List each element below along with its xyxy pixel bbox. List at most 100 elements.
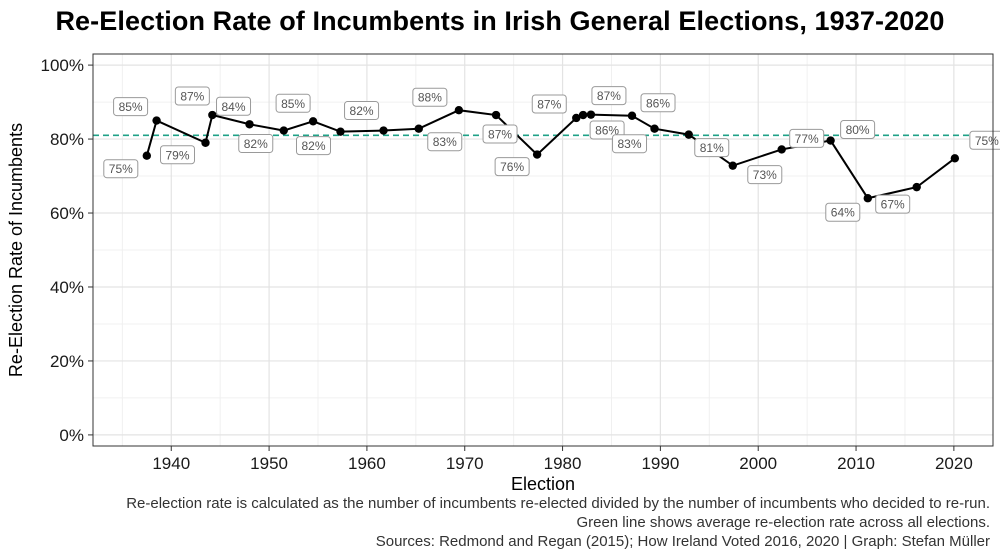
data-point [684, 130, 693, 139]
x-tick-label: 1970 [446, 454, 484, 473]
data-point [728, 161, 737, 170]
point-label: 82% [238, 134, 274, 154]
point-label: 87% [174, 86, 210, 106]
data-point [414, 124, 423, 133]
data-point [491, 110, 501, 120]
caption-definition: Re-election rate is calculated as the nu… [126, 495, 990, 512]
point-label-text: 87% [537, 97, 561, 111]
point-label-box [825, 202, 861, 222]
point-label-text: 86% [646, 96, 670, 110]
data-point [627, 111, 637, 120]
y-tick-label: 80% [50, 130, 84, 149]
x-tick-label: 2020 [935, 454, 973, 473]
data-point [152, 116, 161, 125]
point-label-text: 87% [597, 89, 621, 103]
point-label-text: 73% [753, 168, 777, 182]
point-label-text: 85% [281, 97, 305, 111]
point-label-text: 82% [301, 139, 325, 153]
point-label: 75% [103, 159, 139, 179]
data-point [454, 106, 464, 115]
x-tick-label: 1960 [348, 454, 386, 473]
x-tick-label: 1950 [250, 454, 288, 473]
point-label: 82% [344, 101, 380, 121]
y-tick-label: 100% [41, 56, 84, 75]
caption-average-note: Green line shows average re-election rat… [576, 514, 990, 531]
point-label: 86% [640, 93, 676, 113]
point-label: 85% [275, 93, 311, 113]
point-label: 75% [969, 130, 1000, 150]
data-point [142, 151, 152, 160]
point-label-text: 87% [488, 128, 512, 142]
point-label-text: 79% [165, 148, 189, 162]
point-label-box [160, 145, 195, 165]
point-label: 84% [216, 96, 252, 116]
point-label: 73% [747, 165, 783, 185]
data-point [532, 150, 542, 159]
point-label-box [344, 101, 380, 121]
point-label-text: 86% [595, 124, 619, 138]
point-label-text: 76% [500, 160, 524, 174]
data-point [208, 110, 217, 120]
data-point [912, 182, 921, 192]
point-label-box [747, 165, 783, 185]
point-label: 88% [412, 87, 448, 107]
y-tick-label: 20% [50, 352, 84, 371]
point-label-text: 64% [831, 206, 855, 220]
y-tick-label: 60% [50, 204, 84, 223]
point-label: 81% [694, 138, 730, 158]
data-point [863, 194, 872, 203]
data-point [279, 126, 288, 135]
point-label-text: 85% [119, 100, 143, 114]
data-point [950, 154, 960, 163]
point-label-text: 75% [975, 134, 999, 148]
point-label-text: 88% [418, 91, 442, 105]
point-label-box [238, 134, 274, 154]
point-label-box [494, 157, 530, 177]
point-label: 64% [825, 202, 861, 222]
point-label-text: 87% [180, 90, 204, 104]
x-tick-label: 1940 [152, 454, 190, 473]
point-label: 82% [296, 136, 331, 156]
data-point [245, 120, 254, 129]
data-point [777, 145, 786, 154]
data-point [826, 136, 835, 145]
caption-sources: Sources: Redmond and Regan (2015); How I… [375, 533, 990, 550]
point-label: 83% [427, 132, 463, 152]
point-label: 80% [840, 120, 876, 140]
x-axis-title: Election [511, 474, 575, 490]
data-point [336, 127, 345, 136]
data-point [586, 110, 596, 119]
point-label-text: 77% [795, 132, 819, 146]
point-label-text: 67% [881, 198, 905, 212]
point-label-box [591, 86, 627, 106]
point-label-box [296, 136, 331, 156]
y-axis-title: Re-Election Rate of Incumbents [6, 123, 26, 377]
point-label-text: 83% [433, 135, 457, 149]
point-label-text: 83% [618, 137, 642, 151]
data-point [308, 117, 318, 126]
y-tick-label: 0% [59, 426, 84, 445]
point-label: 76% [494, 157, 530, 177]
point-label-text: 81% [700, 141, 724, 155]
point-label-text: 82% [350, 104, 374, 118]
point-label-box [875, 194, 911, 214]
point-label: 86% [589, 120, 625, 140]
axis-ticks: 1940 1950 1960 1970 1980 1990 2000 2010 2020 0% 20… [41, 56, 973, 473]
point-label-box [840, 120, 876, 140]
point-label: 87% [482, 124, 518, 144]
point-label-box [113, 97, 149, 117]
points [142, 106, 960, 203]
point-label-box [789, 128, 825, 148]
point-label-box [103, 159, 139, 179]
point-label-box [969, 130, 1000, 150]
x-tick-label: 1980 [544, 454, 582, 473]
point-label-box [275, 93, 311, 113]
point-label-box [694, 138, 730, 158]
point-label: 87% [531, 94, 567, 114]
line-chart: 75% 85% 79% 87% 84% 82% 85% 82% 82% 83% 88% 87% 76% 8… [6, 53, 1000, 490]
point-label-box [640, 93, 676, 113]
data-point [201, 138, 210, 147]
series-line [145, 109, 956, 200]
x-tick-label: 2010 [837, 454, 875, 473]
data-point [572, 113, 581, 123]
